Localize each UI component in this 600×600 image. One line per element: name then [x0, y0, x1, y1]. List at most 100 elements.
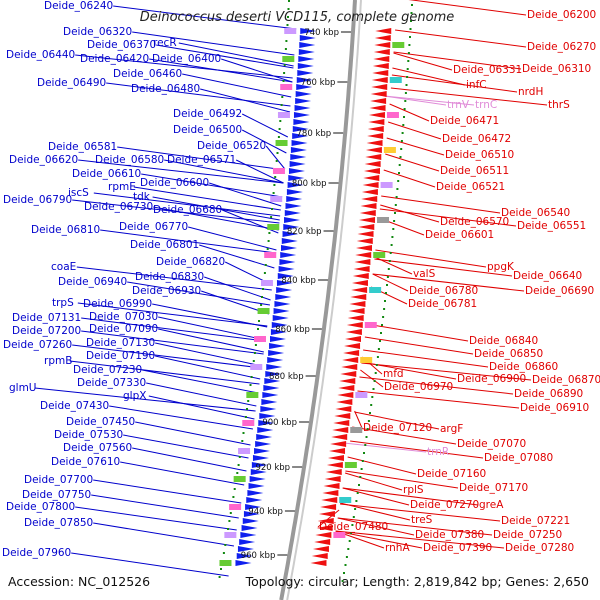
- reverse-arrow: [325, 469, 342, 475]
- gc-dot: [380, 332, 382, 334]
- gc-dot: [363, 452, 365, 454]
- forward-connector: [123, 434, 249, 459]
- forward-arrow: [235, 560, 252, 566]
- gc-dot: [406, 68, 409, 70]
- reverse-gene-label: Deide_06310: [522, 63, 591, 75]
- forward-arrow: [299, 35, 316, 41]
- forward-arrow: [296, 77, 313, 83]
- feature-block: [333, 532, 346, 538]
- reverse-gene-label: Deide_07270: [410, 499, 479, 511]
- reverse-arrow: [323, 483, 340, 489]
- feature-block: [364, 322, 377, 328]
- label-connector-lines: [34, 0, 548, 577]
- gc-dot: [352, 516, 355, 518]
- forward-gene-label: Deide_06810: [31, 224, 100, 236]
- reverse-arrow: [372, 63, 389, 69]
- forward-arrow: [266, 364, 283, 370]
- forward-arrow: [294, 105, 311, 111]
- forward-arrow: [268, 350, 285, 356]
- forward-gene-label: Deide_06400: [152, 53, 221, 65]
- forward-gene-label: Deide_06500: [173, 124, 242, 136]
- forward-gene-label: Deide_06940: [58, 276, 127, 288]
- reverse-arrow: [320, 504, 337, 510]
- gc-dot: [408, 44, 411, 46]
- reverse-connector: [340, 503, 501, 522]
- forward-gene-label: coaE: [51, 261, 76, 273]
- forward-arrow: [260, 406, 277, 412]
- tick-label: 860 kbp: [275, 325, 310, 335]
- reverse-arrow: [370, 91, 387, 97]
- reverse-arrow: [366, 140, 383, 146]
- reverse-arrow: [368, 119, 385, 125]
- feature-block: [383, 147, 396, 153]
- forward-arrow: [288, 175, 305, 181]
- feature-block: [272, 168, 285, 174]
- forward-arrow: [242, 518, 259, 524]
- rna-gene-label: trnC: [475, 99, 497, 111]
- forward-connector: [78, 159, 284, 184]
- forward-connector: [148, 395, 255, 420]
- gc-dot: [287, 16, 289, 18]
- map-title: Deinococcus deserti VCD115, complete gen…: [140, 10, 455, 25]
- forward-gene-label: Deide_06801: [130, 239, 199, 251]
- reverse-arrow: [336, 399, 353, 405]
- gc-dot: [356, 492, 359, 494]
- reverse-gene-label: Deide_06690: [525, 285, 594, 297]
- reverse-gene-label: valS: [413, 268, 436, 280]
- gc-dot: [370, 404, 373, 406]
- reverse-connector: [337, 517, 493, 536]
- reverse-arrow: [322, 490, 339, 496]
- reverse-gene-label: Deide_07120: [363, 422, 432, 434]
- forward-connector: [153, 206, 279, 231]
- reverse-gene-label: Deide_07250: [493, 529, 562, 541]
- gc-dot: [394, 204, 397, 206]
- reverse-gene-label: mfd: [383, 368, 404, 380]
- gc-dot: [387, 268, 390, 270]
- forward-connector: [71, 552, 229, 577]
- forward-arrow: [251, 462, 268, 468]
- reverse-connector: [342, 487, 479, 506]
- feature-block: [233, 476, 246, 482]
- forward-connector: [91, 494, 239, 519]
- forward-arrow: [281, 238, 298, 244]
- forward-connector: [127, 281, 271, 306]
- gc-dot: [227, 528, 229, 530]
- gc-dot: [410, 20, 412, 22]
- forward-gene-label: Deide_07260: [3, 339, 72, 351]
- gc-dot: [284, 48, 287, 50]
- reverse-gene-label: Deide_07080: [484, 452, 553, 464]
- reverse-gene-label: argF: [440, 423, 463, 435]
- forward-connector: [188, 226, 277, 251]
- reverse-arrow: [364, 161, 381, 167]
- gc-dot: [224, 544, 227, 546]
- reverse-connector: [354, 411, 440, 430]
- forward-gene-label: Deide_06830: [135, 271, 204, 283]
- gc-dot: [384, 300, 386, 302]
- forward-arrow: [276, 287, 293, 293]
- gc-dot: [398, 172, 400, 174]
- reverse-gene-label: Deide_06840: [469, 335, 538, 347]
- reverse-arrow: [365, 147, 382, 153]
- reverse-connector: [387, 121, 442, 140]
- forward-arrow: [280, 252, 297, 258]
- forward-arrow: [298, 56, 315, 62]
- gc-dot: [282, 80, 285, 82]
- forward-gene-label: Deide_06680: [153, 204, 222, 216]
- reverse-arrow: [342, 357, 359, 363]
- position-ticks: 740 kbp 760 kbp 780 kbp 800 kbp 820 kbp 840 k…: [241, 28, 351, 561]
- reverse-arrow: [333, 420, 350, 426]
- forward-arrow: [262, 392, 279, 398]
- reverse-gene-label: Deide_07160: [417, 468, 486, 480]
- reverse-gene-label: Deide_06570: [440, 216, 509, 228]
- forward-connector: [155, 355, 261, 380]
- feature-block: [277, 112, 290, 118]
- reverse-connector: [340, 502, 411, 521]
- forward-connector: [72, 344, 262, 369]
- forward-connector: [152, 303, 268, 328]
- gc-dot: [274, 176, 277, 178]
- reverse-arrow: [361, 196, 378, 202]
- forward-gene-label: Deide_07530: [54, 429, 123, 441]
- reverse-connector: [372, 273, 525, 292]
- gc-dot: [389, 252, 392, 254]
- forward-gene-label: Deide_06320: [63, 26, 132, 38]
